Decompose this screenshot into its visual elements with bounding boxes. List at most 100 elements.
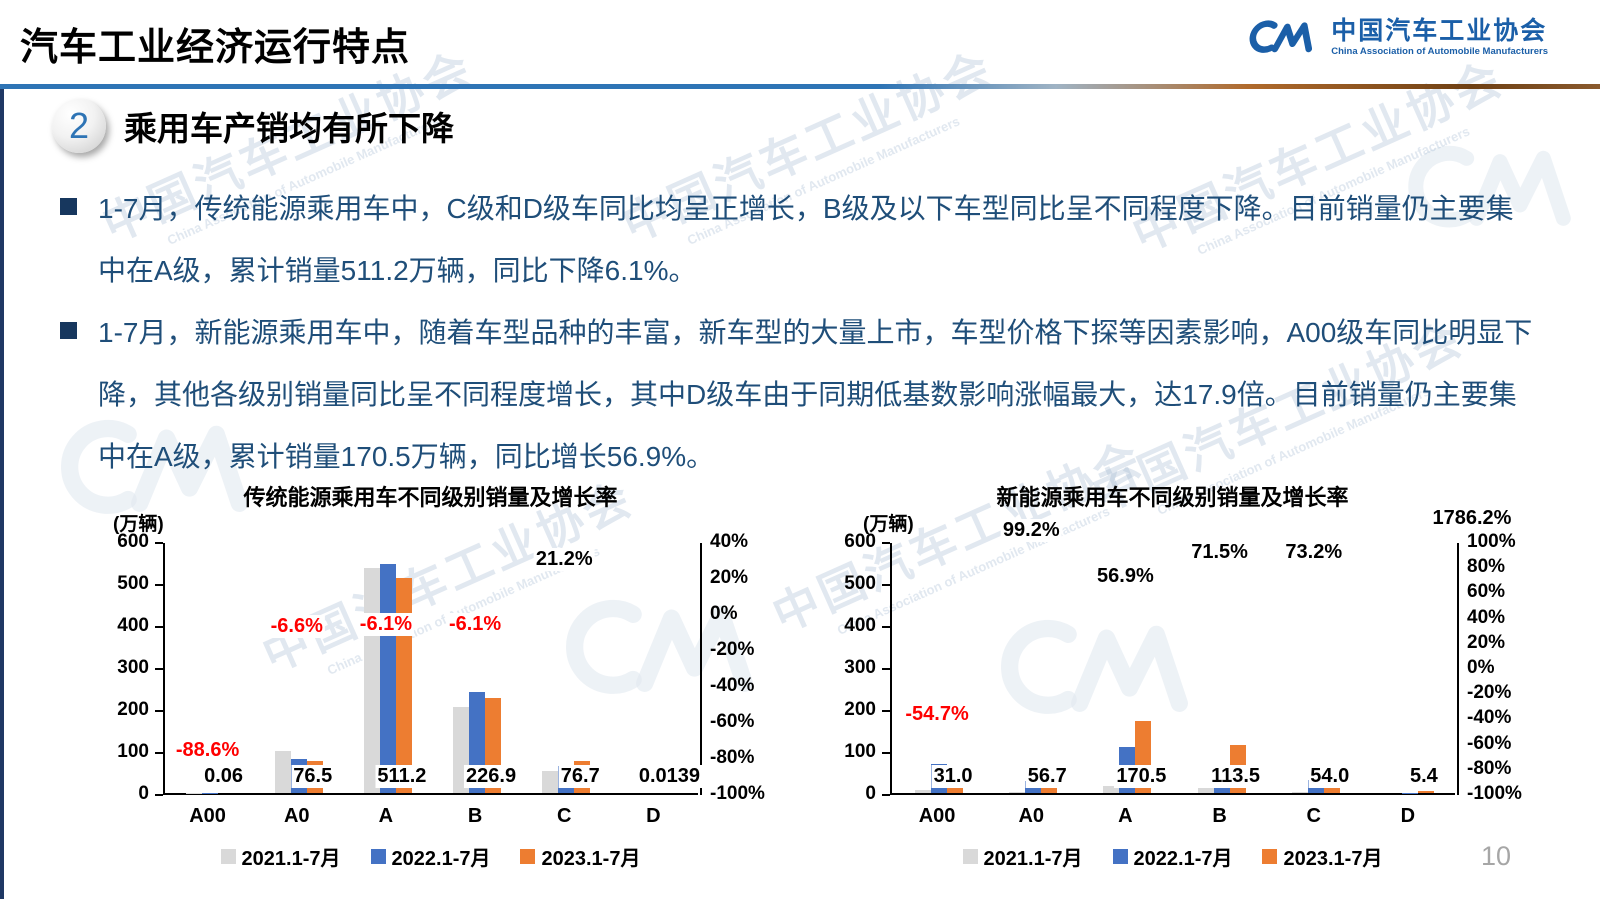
x-axis-category-label: A00 <box>918 805 956 827</box>
x-axis-category-label: D <box>1400 805 1416 827</box>
secondary-axis-tick-label: 80% <box>1467 556 1506 578</box>
growth-rate-label: 21.2% <box>533 548 595 571</box>
y-axis-tick-mark <box>882 626 890 628</box>
y-axis-tick-mark <box>155 752 163 754</box>
chart-title: 传统能源乘用车不同级别销量及增长率 <box>243 485 618 510</box>
y-axis-tick-label: 300 <box>844 657 876 678</box>
y-axis-tick-mark <box>155 794 163 796</box>
growth-rate-label: 99.2% <box>1000 519 1062 542</box>
x-axis-category-label: B <box>1212 805 1227 827</box>
y-axis-tick-label: 500 <box>117 573 149 594</box>
secondary-axis-tick-label: -40% <box>710 675 755 696</box>
caam-logo: 中国汽车工业协会 China Association of Automobile… <box>1243 14 1548 58</box>
y-axis-tick-label: 100 <box>844 741 876 762</box>
section-number-badge: 2 <box>52 99 106 153</box>
growth-rate-label: -6.1% <box>446 613 504 636</box>
secondary-axis-tick-label: -80% <box>1467 757 1512 779</box>
page-title: 汽车工业经济运行特点 <box>20 27 411 69</box>
y-axis-tick-mark <box>882 752 890 754</box>
bullet-item: 1-7月，新能源乘用车中，随着车型品种的丰富，新车型的大量上市，车型价格下探等因… <box>60 302 1538 488</box>
y-axis-tick-label: 400 <box>844 615 876 636</box>
bar-A-series0 <box>1103 786 1120 793</box>
x-axis-category-label: A00 <box>189 805 226 827</box>
secondary-axis-tick-label: -20% <box>710 639 755 660</box>
chart-new-energy: 新能源乘用车不同级别销量及增长率 (万辆) 2021.1-7月 2022.1-7月… <box>815 476 1560 899</box>
chart-unit-label: (万辆) <box>113 514 164 535</box>
legend-label: 2021.1-7月 <box>241 848 341 870</box>
growth-rate-label: -88.6% <box>173 739 242 762</box>
data-value-label: 76.5 <box>291 765 335 788</box>
data-value-label: 0.0139 <box>636 765 702 788</box>
legend-item: 2022.1-7月 <box>370 842 491 871</box>
bullet-text: 1-7月，新能源乘用车中，随着车型品种的丰富，新车型的大量上市，车型价格下探等因… <box>98 317 1533 472</box>
left-accent-strip <box>0 89 4 899</box>
x-axis-category-label: A0 <box>1018 805 1045 827</box>
legend-item: 2023.1-7月 <box>1262 842 1382 871</box>
bar-C-series0 <box>542 771 559 793</box>
y-axis-tick-mark <box>882 710 890 712</box>
bullet-square-icon <box>60 198 77 215</box>
data-value-label: 56.7 <box>1025 765 1069 788</box>
growth-rate-label: 56.9% <box>1095 565 1156 588</box>
data-value-label: 54.0 <box>1308 765 1352 788</box>
y-axis-tick-mark <box>882 794 890 796</box>
secondary-axis-tick-label: -20% <box>1467 682 1512 704</box>
bullet-item: 1-7月，传统能源乘用车中，C级和D级车同比均呈正增长，B级及以下车型同比呈不同… <box>60 178 1538 302</box>
y-axis-tick-mark <box>155 710 163 712</box>
y-axis-tick-mark <box>155 584 163 586</box>
bullet-text: 1-7月，传统能源乘用车中，C级和D级车同比均呈正增长，B级及以下车型同比呈不同… <box>98 193 1514 286</box>
legend-swatch-icon <box>1112 849 1128 864</box>
y-axis-tick-mark <box>882 584 890 586</box>
bar-D-series2 <box>1417 790 1434 793</box>
y-axis-tick-label: 200 <box>844 699 876 720</box>
chart-unit-label: (万辆) <box>863 514 914 535</box>
bar-B-series0 <box>1197 787 1214 793</box>
legend-label: 2022.1-7月 <box>1133 848 1233 870</box>
data-value-label: 0.06 <box>202 765 246 788</box>
chart-plot-area <box>155 542 702 796</box>
y-axis-tick-mark <box>155 668 163 670</box>
legend-label: 2022.1-7月 <box>391 848 491 870</box>
caam-logo-en: China Association of Automobile Manufact… <box>1331 45 1548 57</box>
growth-rate-label: -54.7% <box>903 703 971 726</box>
bar-A00-series0 <box>915 789 932 793</box>
y-axis-tick-label: 500 <box>844 573 876 594</box>
growth-rate-label: -6.6% <box>268 615 325 638</box>
y-axis-tick-label: 300 <box>117 657 149 678</box>
legend-label: 2023.1-7月 <box>1283 848 1383 870</box>
data-value-label: 511.2 <box>375 765 429 788</box>
secondary-axis-tick-label: 0% <box>1467 657 1495 678</box>
y-axis-tick-label: 200 <box>117 699 149 720</box>
data-value-label: 170.5 <box>1114 765 1169 788</box>
secondary-axis-line <box>700 543 702 795</box>
bar-C-series0 <box>1291 791 1308 793</box>
x-axis-category-label: A <box>378 805 394 827</box>
chart-legend: 2021.1-7月 2022.1-7月 2023.1-7月 <box>163 842 698 871</box>
data-value-label: 76.7 <box>558 765 602 788</box>
secondary-axis-tick-label: -100% <box>1467 783 1522 804</box>
legend-swatch-icon <box>962 849 978 864</box>
y-axis-tick-mark <box>155 626 163 628</box>
data-value-label: 5.4 <box>1408 765 1440 788</box>
y-axis-tick-label: 100 <box>117 741 149 762</box>
x-axis-category-label: C <box>557 805 572 827</box>
y-axis-tick-label: 600 <box>844 531 876 552</box>
legend-item: 2021.1-7月 <box>220 842 341 871</box>
secondary-axis-tick-label: 0% <box>710 603 738 624</box>
bar-A0-series0 <box>1009 792 1026 793</box>
secondary-axis-tick-label: 60% <box>1467 581 1506 603</box>
secondary-axis-line <box>1457 543 1459 795</box>
header-divider <box>0 84 1600 89</box>
y-axis-tick-mark <box>882 542 890 544</box>
page-number: 10 <box>1481 841 1512 871</box>
growth-rate-label: 71.5% <box>1189 541 1250 564</box>
bar-A-series2 <box>395 578 412 793</box>
x-axis-category-label: B <box>467 805 483 827</box>
legend-swatch-icon <box>370 849 386 864</box>
growth-rate-label: 73.2% <box>1283 541 1345 564</box>
secondary-axis-tick-label: -60% <box>710 711 755 732</box>
caam-logo-cn: 中国汽车工业协会 <box>1331 16 1548 45</box>
legend-item: 2022.1-7月 <box>1112 842 1233 871</box>
section-heading: 乘用车产销均有所下降 <box>124 110 454 147</box>
y-axis-tick-label: 600 <box>117 531 149 552</box>
